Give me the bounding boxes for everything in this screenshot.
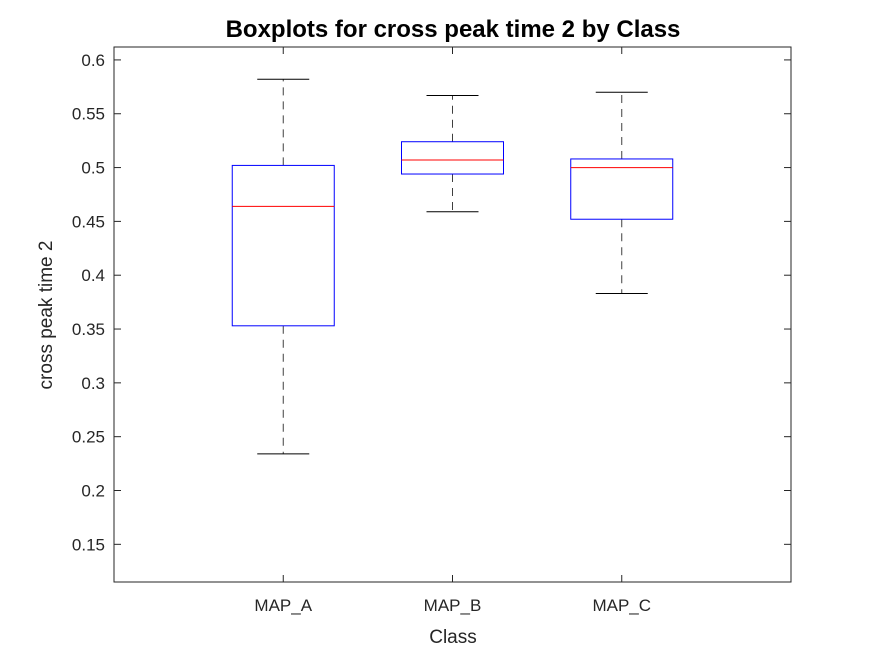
x-tick-label: MAP_C (592, 596, 651, 615)
box-map-b (401, 94, 504, 213)
y-tick-label: 0.55 (72, 105, 105, 124)
box-series (231, 78, 674, 455)
y-tick-label: 0.35 (72, 320, 105, 339)
x-axis: MAP_A MAP_B MAP_C (254, 47, 651, 615)
x-tick-label: MAP_A (254, 596, 312, 615)
chart-title: Boxplots for cross peak time 2 by Class (226, 16, 681, 43)
y-tick-label: 0.4 (81, 266, 105, 285)
box-map-c (570, 91, 674, 295)
y-tick-label: 0.15 (72, 535, 105, 554)
y-tick-label: 0.3 (81, 374, 105, 393)
y-tick-label: 0.2 (81, 482, 105, 501)
iqr-box (231, 164, 335, 327)
iqr-box (401, 141, 504, 175)
y-tick-label: 0.25 (72, 428, 105, 447)
y-axis-label: cross peak time 2 (36, 241, 57, 390)
y-tick-label: 0.6 (81, 51, 105, 70)
x-axis-label: Class (429, 627, 477, 648)
y-axis: 0.15 0.2 0.25 0.3 0.35 0.4 0.45 0.5 0.55 0.6 (72, 51, 791, 554)
box-map-a (231, 78, 335, 455)
iqr-box (570, 158, 674, 220)
x-tick-label: MAP_B (424, 596, 482, 615)
y-tick-label: 0.45 (72, 212, 105, 231)
y-tick-label: 0.5 (81, 159, 105, 178)
